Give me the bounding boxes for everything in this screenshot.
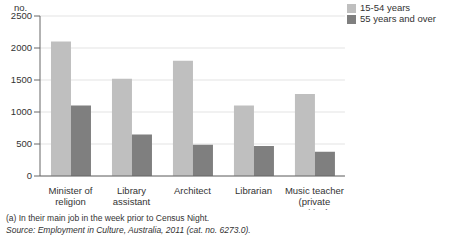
html-text:(a) In their main job in the w: (a) In their main job in the week prior … (6, 213, 210, 223)
svg-text:2500: 2500 (11, 10, 32, 21)
html-text:Source: Employment in Culture,: Source: Employment in Culture, Australia… (6, 225, 251, 235)
svg-text:1000: 1000 (11, 106, 32, 117)
html-text:55 years and over: 55 years and over (360, 13, 436, 24)
svg-text:Librarian: Librarian (235, 185, 272, 196)
svg-text:Libraryassistant: Libraryassistant (113, 185, 151, 207)
svg-text:Minister ofreligion: Minister ofreligion (49, 185, 93, 207)
svg-text:Architect: Architect (174, 185, 211, 196)
svg-text:0: 0 (27, 170, 32, 181)
svg-text:Music teacher(privatetuition): Music teacher(privatetuition) (285, 185, 344, 210)
svg-text:1500: 1500 (11, 74, 32, 85)
svg-text:2000: 2000 (11, 42, 32, 53)
html-text:no.: no. (14, 2, 28, 13)
svg-text:500: 500 (16, 138, 32, 149)
html-text:15-54 years: 15-54 years (360, 2, 411, 13)
